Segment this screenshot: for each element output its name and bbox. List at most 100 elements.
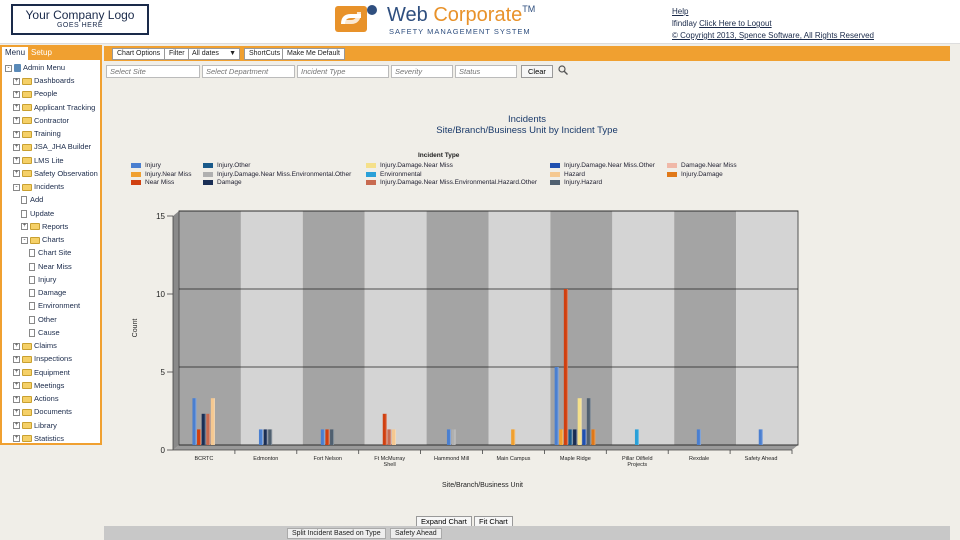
search-icon[interactable]	[558, 65, 568, 75]
bar[interactable]	[554, 367, 559, 445]
company-logo[interactable]: Your Company Logo GOES HERE	[11, 4, 149, 35]
expand-icon[interactable]: +	[13, 170, 20, 178]
bar[interactable]	[573, 429, 578, 445]
sidebar-item-incidents[interactable]: - Incidents	[13, 180, 64, 193]
legend-item[interactable]: Injury	[131, 162, 161, 171]
expand-icon[interactable]: +	[13, 422, 20, 430]
sidebar-item-damage[interactable]: Damage	[29, 286, 66, 299]
sidebar-item-cause[interactable]: Cause	[29, 326, 60, 339]
sidebar-item-charts[interactable]: - Charts	[21, 233, 64, 246]
bar[interactable]	[563, 289, 568, 445]
legend-item[interactable]: Environmental	[366, 171, 422, 180]
make-default-button[interactable]: Make Me Default	[282, 48, 345, 60]
legend-item[interactable]: Injury.Damage.Near Miss.Environmental.Ha…	[366, 179, 537, 188]
logout-link[interactable]: Click Here to Logout	[699, 19, 772, 28]
tab-setup[interactable]: Setup	[31, 48, 52, 57]
bar[interactable]	[586, 398, 591, 445]
legend-item[interactable]: Damage.Near Miss	[667, 162, 737, 171]
sidebar-item-equipment[interactable]: + Equipment	[13, 366, 70, 379]
incident-type-input[interactable]	[297, 65, 389, 78]
bar[interactable]	[387, 429, 392, 445]
bar[interactable]	[446, 429, 451, 445]
bar[interactable]	[206, 413, 211, 445]
sidebar-item-add[interactable]: Add	[21, 193, 43, 206]
bar[interactable]	[568, 429, 573, 445]
bar[interactable]	[451, 429, 456, 445]
sidebar-item-dashboards[interactable]: + Dashboards	[13, 74, 74, 87]
clear-button[interactable]: Clear	[521, 65, 553, 78]
expand-icon[interactable]: +	[13, 143, 20, 151]
bar[interactable]	[201, 413, 206, 445]
date-range-select[interactable]: All dates ▼	[188, 48, 240, 60]
collapse-icon[interactable]: -	[13, 183, 20, 191]
severity-input[interactable]	[391, 65, 453, 78]
site-select-input[interactable]	[106, 65, 200, 78]
collapse-icon[interactable]: -	[5, 64, 12, 72]
bar[interactable]	[634, 429, 639, 445]
sidebar-item-environment[interactable]: Environment	[29, 299, 80, 312]
bar[interactable]	[559, 429, 564, 445]
sidebar-item-statistics[interactable]: + Statistics	[13, 432, 64, 445]
sidebar-item-near-miss[interactable]: Near Miss	[29, 260, 72, 273]
expand-icon[interactable]: +	[13, 90, 20, 98]
sidebar-item-applicant-tracking[interactable]: + Applicant Tracking	[13, 101, 95, 114]
expand-icon[interactable]: +	[13, 77, 20, 85]
expand-icon[interactable]: +	[13, 408, 20, 416]
copyright-link[interactable]: © Copyright 2013, Spence Software, All R…	[672, 31, 874, 40]
bar[interactable]	[263, 429, 268, 445]
legend-item[interactable]: Injury.Hazard	[550, 179, 602, 188]
expand-icon[interactable]: +	[13, 130, 20, 138]
sidebar-item-chart-site[interactable]: Chart Site	[29, 246, 71, 259]
expand-icon[interactable]: +	[13, 342, 20, 350]
sidebar-item-lms-lite[interactable]: + LMS Lite	[13, 154, 64, 167]
sidebar-item-update[interactable]: Update	[21, 207, 54, 220]
bar[interactable]	[591, 429, 596, 445]
bar[interactable]	[210, 398, 215, 445]
expand-icon[interactable]: +	[13, 382, 20, 390]
sidebar-item-injury[interactable]: Injury	[29, 273, 56, 286]
bar[interactable]	[577, 398, 582, 445]
bar[interactable]	[511, 429, 516, 445]
sidebar-item-meetings[interactable]: + Meetings	[13, 379, 64, 392]
sidebar-item-reports[interactable]: + Reports	[21, 220, 68, 233]
bar[interactable]	[391, 429, 396, 445]
expand-icon[interactable]: +	[13, 395, 20, 403]
legend-item[interactable]: Injury.Other	[203, 162, 250, 171]
bar[interactable]	[696, 429, 701, 445]
tab-safety-ahead[interactable]: Safety Ahead	[390, 528, 442, 539]
expand-icon[interactable]: +	[21, 223, 28, 231]
collapse-icon[interactable]: -	[21, 236, 28, 244]
bar[interactable]	[268, 429, 273, 445]
legend-item[interactable]: Near Miss	[131, 179, 174, 188]
bar[interactable]	[320, 429, 325, 445]
legend-item[interactable]: Injury.Damage.Near Miss.Other	[550, 162, 655, 171]
sidebar-item-contractor[interactable]: + Contractor	[13, 114, 69, 127]
bar[interactable]	[192, 398, 197, 445]
sidebar-item-library[interactable]: + Library	[13, 419, 57, 432]
expand-icon[interactable]: +	[13, 104, 20, 112]
legend-item[interactable]: Hazard	[550, 171, 585, 180]
legend-item[interactable]: Damage	[203, 179, 242, 188]
bar[interactable]	[325, 429, 330, 445]
status-input[interactable]	[455, 65, 517, 78]
bar[interactable]	[330, 429, 335, 445]
sidebar-item-documents[interactable]: + Documents	[13, 405, 72, 418]
expand-icon[interactable]: +	[13, 157, 20, 165]
bar[interactable]	[582, 429, 587, 445]
sidebar-item-jsa-jha-builder[interactable]: + JSA_JHA Builder	[13, 140, 91, 153]
tab-split-incident[interactable]: Split Incident Based on Type	[287, 528, 386, 539]
sidebar-item-people[interactable]: + People	[13, 87, 57, 100]
sidebar-item-safety-observation[interactable]: + Safety Observation	[13, 167, 98, 180]
bar[interactable]	[197, 429, 202, 445]
legend-item[interactable]: Injury.Damage.Near Miss	[366, 162, 453, 171]
help-link[interactable]: Help	[672, 7, 689, 16]
sidebar-item-inspections[interactable]: + Inspections	[13, 352, 72, 365]
sidebar-item-training[interactable]: + Training	[13, 127, 61, 140]
legend-item[interactable]: Injury.Near Miss	[131, 171, 191, 180]
expand-icon[interactable]: +	[13, 355, 20, 363]
department-select-input[interactable]	[202, 65, 295, 78]
expand-icon[interactable]: +	[13, 369, 20, 377]
tab-menu[interactable]: Menu	[2, 47, 29, 60]
legend-item[interactable]: Injury.Damage	[667, 171, 723, 180]
sidebar-item-claims[interactable]: + Claims	[13, 339, 57, 352]
